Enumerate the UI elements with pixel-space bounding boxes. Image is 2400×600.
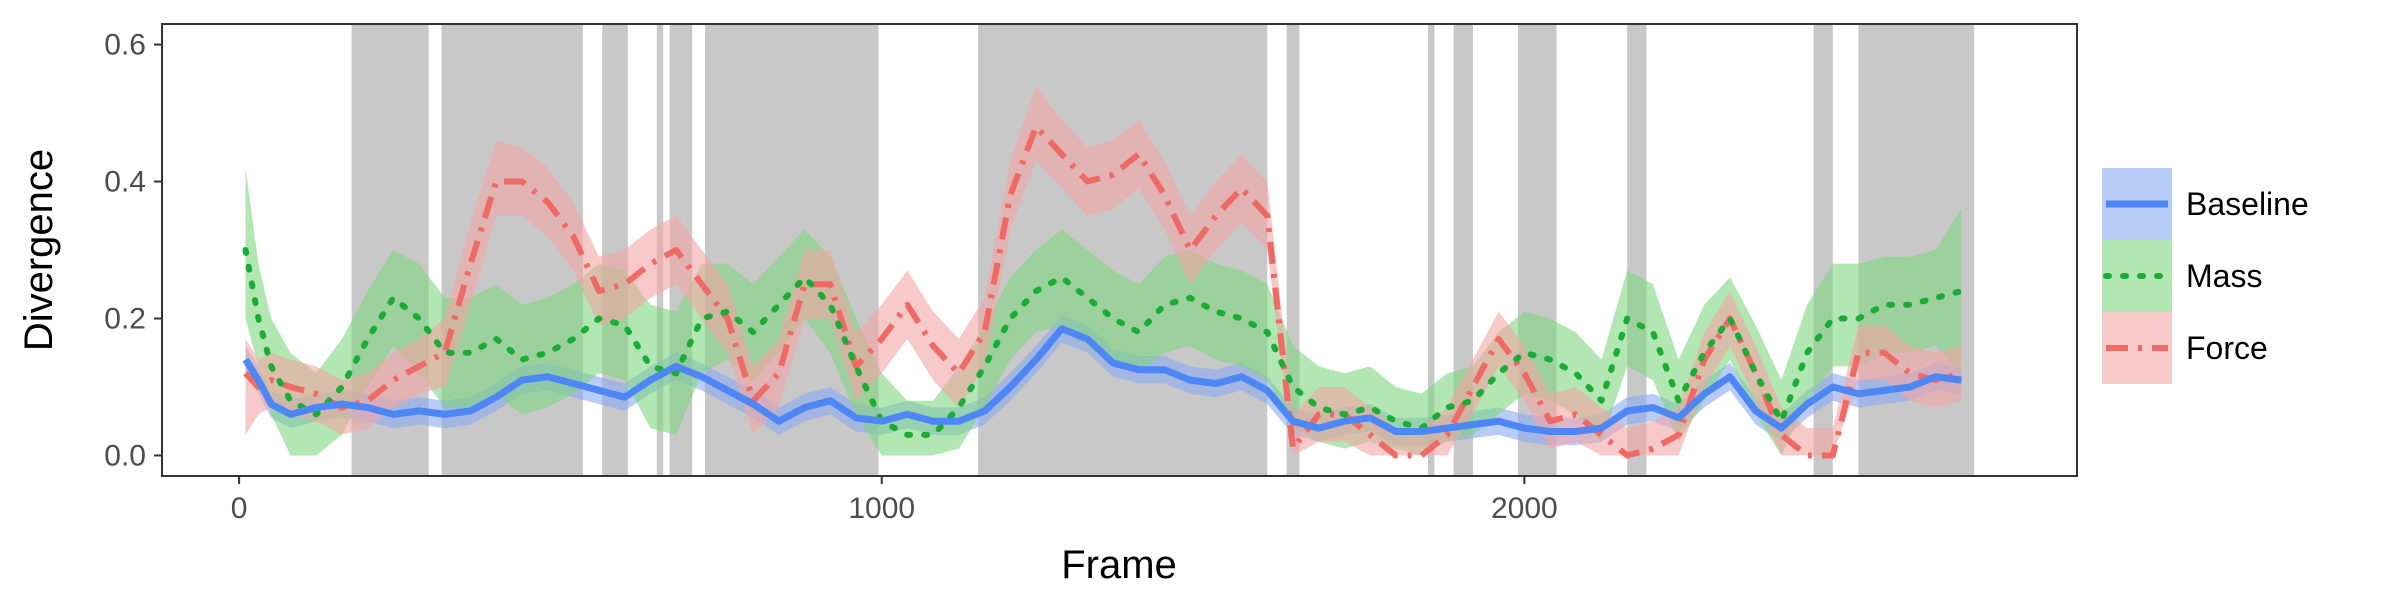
- x-tick-label: 1000: [848, 492, 915, 525]
- y-axis-title: Divergence: [17, 149, 61, 351]
- series-lines: [242, 123, 1965, 459]
- legend: Baseline Mass Force: [2102, 168, 2309, 384]
- line-force: [243, 123, 1963, 459]
- legend-label: Baseline: [2186, 186, 2309, 222]
- legend-item-force: Force: [2102, 312, 2268, 384]
- y-tick-label: 0.2: [104, 302, 146, 335]
- y-tick-label: 0.6: [104, 29, 146, 62]
- y-tick-label: 0.4: [104, 166, 146, 199]
- y-tick-label: 0.0: [104, 439, 146, 472]
- shaded-region: [1453, 24, 1473, 476]
- line-baseline: [242, 325, 1962, 435]
- legend-label: Force: [2186, 330, 2268, 366]
- x-tick-label: 0: [231, 492, 248, 525]
- y-axis-ticks: 0.0 0.2 0.4 0.6: [104, 29, 162, 472]
- legend-item-baseline: Baseline: [2102, 168, 2309, 240]
- legend-item-mass: Mass: [2102, 240, 2262, 312]
- band-force: [245, 85, 1962, 456]
- plot-border: [161, 23, 2078, 477]
- legend-label: Mass: [2186, 258, 2262, 294]
- x-axis-title: Frame: [1061, 543, 1177, 587]
- shaded-region: [1427, 24, 1435, 476]
- shaded-region: [978, 24, 1268, 476]
- x-axis-ticks: 0 1000 2000: [231, 476, 1558, 525]
- x-tick-label: 2000: [1491, 492, 1558, 525]
